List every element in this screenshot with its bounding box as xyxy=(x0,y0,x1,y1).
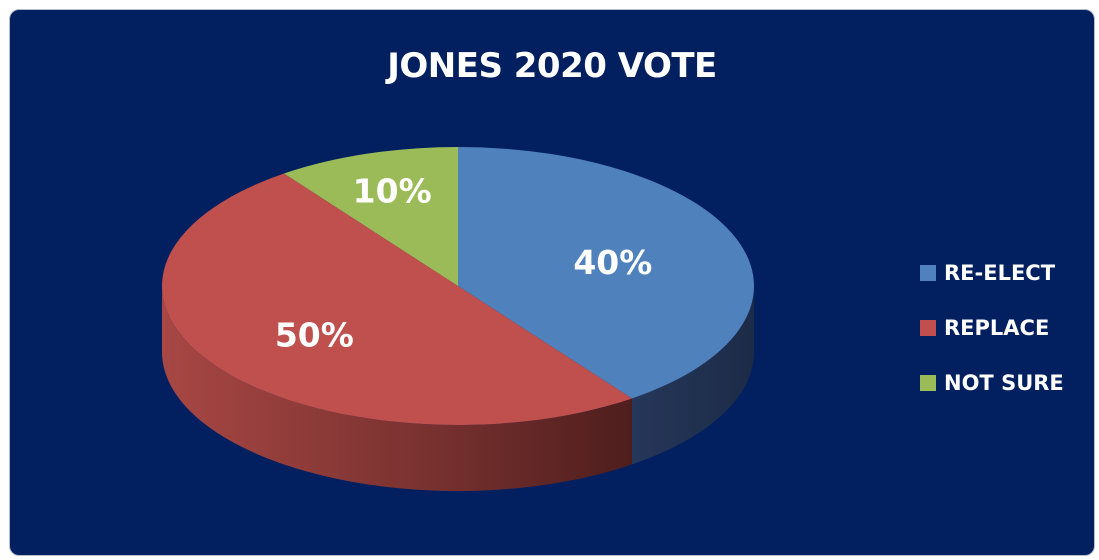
legend-item-re-elect: RE-ELECT xyxy=(920,259,1064,287)
pie-side-re-elect xyxy=(631,286,754,465)
chart-frame: JONES 2020 VOTE 40% 50% 10% RE-ELECT REPLAC… xyxy=(9,9,1095,556)
pie-slice-re-elect xyxy=(458,147,754,399)
pie-side-replace xyxy=(162,286,632,491)
legend-item-not-sure: NOT SURE xyxy=(920,369,1064,397)
legend-label-re-elect: RE-ELECT xyxy=(944,261,1056,285)
pie-slice-not-sure xyxy=(284,147,458,286)
pie-sides xyxy=(162,286,754,491)
legend-swatch-re-elect xyxy=(920,265,936,281)
pie-tops xyxy=(162,147,754,425)
data-label-replace: 50% xyxy=(275,316,354,355)
chart-title: JONES 2020 VOTE xyxy=(387,46,717,86)
pie-labels: 40% 50% 10% xyxy=(275,171,653,354)
data-label-re-elect: 40% xyxy=(573,243,652,282)
pie-chart: 40% 50% 10% xyxy=(162,147,754,491)
data-label-not-sure: 10% xyxy=(353,171,432,210)
legend: RE-ELECT REPLACE NOT SURE xyxy=(920,259,1064,424)
legend-label-not-sure: NOT SURE xyxy=(944,371,1064,395)
legend-swatch-replace xyxy=(920,320,936,336)
legend-label-replace: REPLACE xyxy=(944,316,1050,340)
legend-item-replace: REPLACE xyxy=(920,314,1064,342)
pie-slice-replace xyxy=(162,173,632,425)
legend-swatch-not-sure xyxy=(920,375,936,391)
